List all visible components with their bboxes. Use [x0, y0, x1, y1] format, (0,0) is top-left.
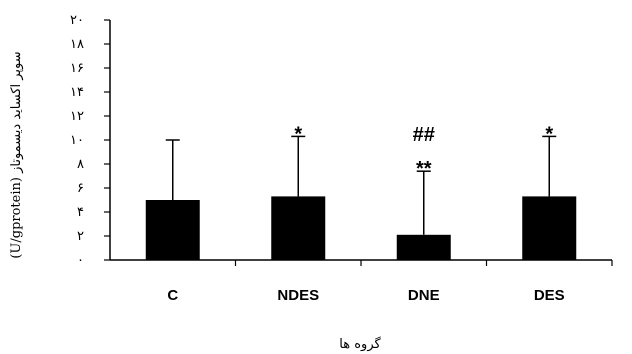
- hash-annotation: ##: [413, 124, 435, 146]
- x-axis: C NDES DNE DES: [110, 259, 613, 304]
- y-tick-label: ۴: [77, 205, 84, 220]
- y-tick-label: ۶: [77, 181, 84, 196]
- y-axis-label: (U/gprotein) سوپر اکساید دیسموتاز: [9, 51, 24, 258]
- x-axis-label: گروه ها: [339, 336, 381, 352]
- y-tick-label: ۸: [77, 157, 84, 172]
- x-tick-label: DES: [534, 287, 565, 304]
- y-tick-label: ۲: [77, 229, 84, 244]
- y-tick-label: ۱۶: [70, 61, 84, 76]
- bar: [522, 196, 577, 260]
- y-tick-label: ۱۸: [70, 37, 84, 52]
- bar: [145, 200, 200, 260]
- bar: [271, 196, 326, 260]
- significance-annotations: ***## *: [294, 123, 553, 180]
- y-tick-label: ۲۰: [70, 13, 84, 28]
- bars: [145, 196, 577, 260]
- y-tick-label: ۰: [77, 253, 84, 268]
- star-annotation: *: [294, 123, 302, 145]
- star-annotation: *: [545, 123, 553, 145]
- x-tick-label: NDES: [277, 287, 319, 304]
- star-annotation: **: [416, 158, 432, 180]
- y-tick-label: ۱۲: [70, 109, 84, 124]
- x-tick-label: C: [167, 287, 178, 304]
- y-tick-label: ۱۰: [70, 133, 84, 148]
- y-axis: ۰ ۲ ۴ ۶ ۸ ۱۰ ۱۲ ۱۴ ۱۶ ۱۸ ۲۰: [70, 13, 111, 268]
- x-tick-label: DNE: [408, 287, 440, 304]
- y-tick-label: ۱۴: [70, 85, 84, 100]
- bar: [396, 234, 451, 260]
- error-bars: [165, 135, 557, 235]
